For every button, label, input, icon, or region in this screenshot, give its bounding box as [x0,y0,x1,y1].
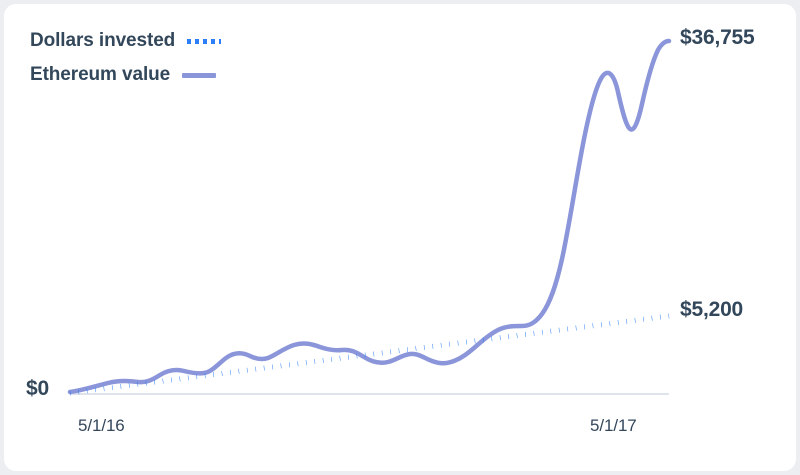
chart-legend: Dollars invested Ethereum value [30,24,222,92]
series-line-ethereum-value [67,38,672,395]
x-axis-tick-start: 5/1/16 [78,416,125,435]
series-line-dollars-invested [69,313,670,396]
end-value-dollars-invested: $5,200 [680,298,744,321]
legend-label-ethereum-value: Ethereum value [30,64,171,85]
x-axis-tick-end: 5/1/17 [590,416,637,435]
y-axis-zero-label: $0 [26,377,49,400]
legend-item-ethereum-value: Ethereum value [30,58,221,92]
end-value-ethereum: $36,755 [680,26,755,49]
dotted-line-swatch [187,38,222,44]
chart-svg [67,38,672,396]
legend-label-dollars-invested: Dollars invested [30,30,176,51]
solid-line-swatch [182,72,217,78]
legend-item-dollars-invested: Dollars invested [30,24,222,58]
chart-plot-area: Dollars invested Ethereum value $36,755 … [4,4,796,471]
chart-card: Dollars invested Ethereum value $36,755 … [4,4,796,471]
